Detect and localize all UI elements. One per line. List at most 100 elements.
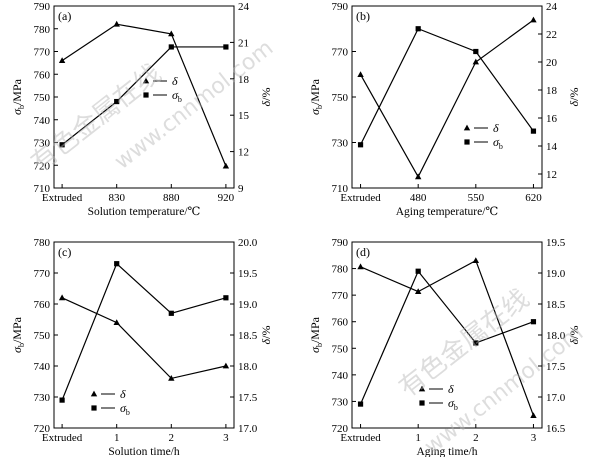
y-right-tick-label: 12: [546, 169, 557, 181]
x-tick-label: 480: [410, 192, 427, 204]
y-right-tick-label: 21: [238, 37, 249, 49]
legend: δσb: [418, 382, 458, 412]
legend: δσb: [142, 74, 182, 104]
x-axis-label: Aging time/h: [416, 446, 477, 457]
y-right-tick-label: 16.5: [546, 423, 566, 435]
legend-marker: [142, 77, 150, 84]
series-line-sigma-b: [359, 270, 534, 405]
y-right-tick-label: 24: [546, 1, 558, 13]
x-tick-label: 830: [108, 192, 125, 204]
y-left-tick-label: 740: [34, 361, 51, 373]
y-right-tick-label: 24: [238, 1, 250, 13]
data-point-delta: [530, 16, 537, 23]
panel-label: (a): [58, 9, 71, 23]
series-line-sigma-b: [61, 262, 227, 401]
y-right-tick-label: 19.0: [238, 299, 258, 311]
y-left-tick-label: 710: [34, 183, 51, 195]
x-tick-label: 2: [169, 432, 175, 444]
x-tick-label: Extruded: [340, 432, 381, 444]
data-point-delta: [414, 173, 422, 180]
y-left-tick-label: 730: [332, 396, 349, 408]
y-left-axis-label: σb/MPa: [10, 78, 26, 115]
data-point-sigma-b: [223, 44, 229, 50]
y-right-axis-label: δ/%: [259, 88, 273, 107]
y-right-tick-label: 18: [238, 74, 250, 86]
y-left-axis-label: σb/MPa: [10, 316, 26, 353]
legend-label: σb: [172, 88, 182, 104]
data-point-sigma-b: [114, 98, 120, 105]
x-tick-label: 620: [525, 192, 542, 204]
y-left-tick-label: 770: [34, 47, 51, 59]
y-left-tick-label: 770: [332, 47, 349, 59]
y-left-axis-label: σb/MPa: [308, 316, 324, 353]
legend: δσb: [90, 387, 130, 417]
y-left-tick-label: 750: [34, 92, 51, 104]
y-left-tick-label: 720: [332, 423, 349, 435]
data-point-sigma-b: [415, 268, 421, 274]
y-right-tick-label: 18.0: [546, 330, 566, 342]
legend-label: σb: [493, 135, 503, 151]
legend-label: σb: [120, 401, 130, 417]
y-right-axis-label: δ/%: [567, 88, 581, 107]
series-line-delta: [360, 259, 535, 416]
y-left-tick-label: 750: [34, 330, 51, 342]
x-axis-label: Solution temperature/℃: [88, 206, 201, 218]
y-right-tick-label: 18: [546, 85, 558, 97]
y-right-tick-label: 18.0: [238, 361, 258, 373]
y-right-axis-label: δ/%: [259, 326, 273, 345]
y-right-tick-label: 17.5: [546, 361, 566, 373]
data-point-delta: [58, 57, 66, 63]
x-tick-label: 2: [473, 432, 479, 444]
y-left-tick-label: 790: [332, 1, 349, 13]
data-point-delta: [357, 71, 364, 77]
x-tick-label: 550: [468, 192, 485, 204]
y-right-tick-label: 14: [546, 141, 558, 153]
legend-label: δ: [448, 382, 454, 396]
y-right-tick-label: 20.0: [238, 237, 258, 249]
y-left-tick-label: 790: [34, 1, 51, 13]
y-right-tick-label: 17.0: [546, 392, 566, 404]
y-left-tick-label: 760: [34, 69, 51, 81]
y-right-axis-label: δ/%: [567, 326, 581, 345]
y-left-tick-label: 780: [34, 237, 51, 249]
legend-marker: [419, 400, 425, 406]
legend-label: δ: [493, 121, 499, 135]
data-point-sigma-b: [59, 142, 65, 148]
y-right-tick-label: 17.0: [238, 423, 258, 435]
legend-marker: [418, 385, 426, 392]
y-right-tick-label: 16: [546, 113, 558, 125]
legend-marker: [463, 124, 471, 131]
y-left-tick-label: 760: [34, 299, 51, 311]
x-tick-label: 920: [218, 192, 235, 204]
plot-frame: [351, 241, 543, 429]
y-left-tick-label: 730: [34, 138, 51, 150]
legend-marker: [464, 139, 470, 145]
data-point-delta: [472, 58, 480, 65]
plot-frame: [53, 241, 235, 429]
legend-marker: [143, 92, 149, 98]
y-right-tick-label: 20: [546, 57, 558, 69]
data-point-sigma-b: [530, 128, 537, 134]
data-point-delta: [58, 294, 66, 301]
data-point-sigma-b: [168, 310, 174, 316]
y-right-tick-label: 15: [238, 110, 250, 122]
data-point-sigma-b: [59, 397, 65, 403]
data-point-sigma-b: [473, 48, 479, 55]
y-left-tick-label: 720: [34, 160, 51, 172]
chart-panel-3: 720 730 740 750 760 770 780 17.0 17.5 18.0 18.5 19.…: [10, 237, 273, 457]
data-point-sigma-b: [473, 340, 479, 346]
data-point-delta: [168, 375, 175, 381]
y-right-tick-label: 12: [238, 147, 249, 159]
y-left-tick-label: 730: [34, 392, 51, 404]
data-point-sigma-b: [530, 319, 537, 325]
chart-panel-1: 710 720 730 740 750 760 770 780 790 9 12 15 18 21 24 Ex…: [10, 1, 273, 218]
y-right-tick-label: 18.5: [546, 299, 566, 311]
y-left-tick-label: 740: [34, 115, 51, 127]
y-right-tick-label: 19.5: [546, 237, 566, 249]
series-line-sigma-b: [61, 46, 226, 146]
panel-label: (c): [58, 245, 71, 259]
panel-label: (d): [356, 245, 370, 259]
chart-panel-2: 710 730 750 770 790 12 14 16 18 20 22 24 Extruded 480…: [308, 1, 581, 218]
data-point-sigma-b: [114, 261, 120, 267]
